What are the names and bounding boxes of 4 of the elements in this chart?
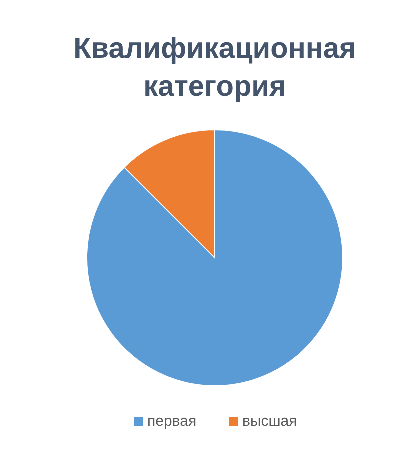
pie-slice (86, 130, 344, 386)
legend-label: первая (148, 413, 197, 430)
legend-label: высшая (242, 413, 298, 430)
chart-title: Квалификационная категория (74, 33, 356, 103)
